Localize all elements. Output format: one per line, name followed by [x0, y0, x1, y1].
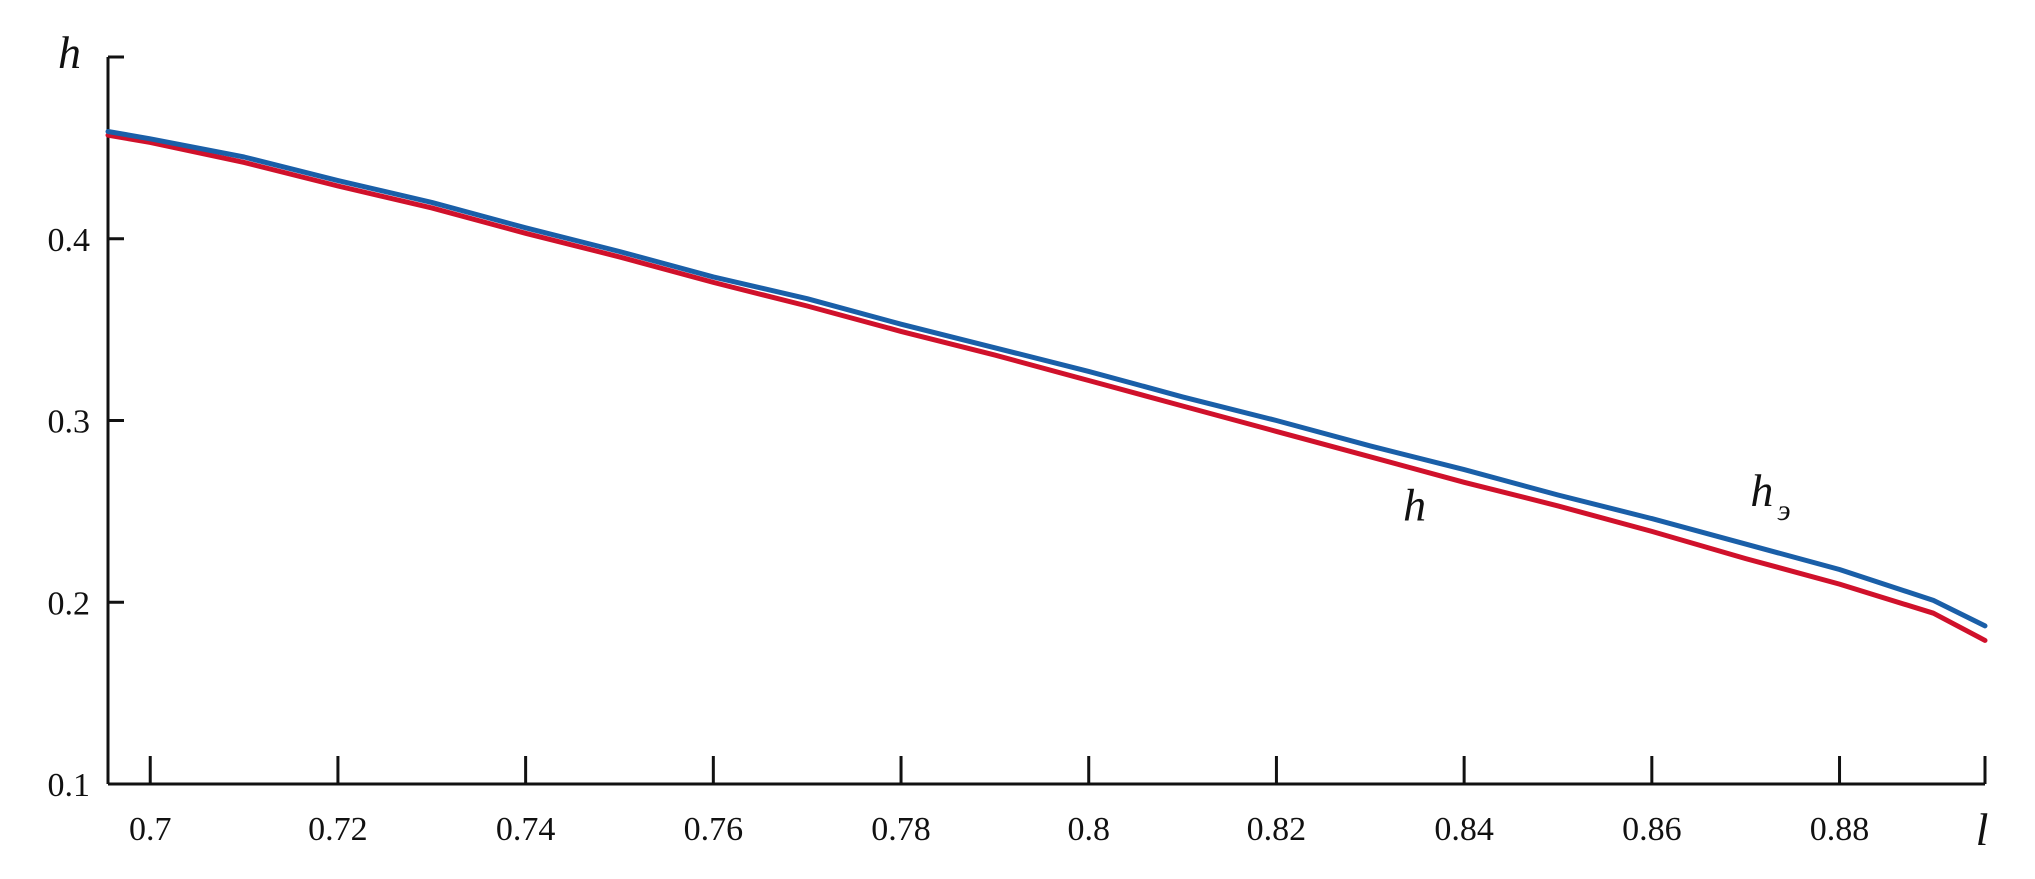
x-tick-label: 0.7 [129, 811, 172, 848]
y-ticks: 0.1 0.2 0.3 0.4 [48, 222, 124, 804]
x-tick-label: 0.8 [1067, 811, 1110, 848]
x-tick-label: 0.86 [1622, 811, 1682, 848]
series-label-h: h [1403, 479, 1426, 530]
series-line-h-e [105, 129, 1988, 629]
y-tick-label: 0.4 [48, 222, 91, 259]
x-tick-label: 0.74 [496, 811, 556, 848]
series-label-subscript: э [1777, 494, 1790, 527]
y-tick-label: 0.1 [48, 767, 91, 804]
x-ticks: 0.7 0.72 0.74 0.76 0.78 0.8 0.82 0.84 0.86 0.88 [129, 756, 1869, 848]
axes [106, 55, 1987, 786]
x-tick-label: 0.72 [308, 811, 368, 848]
x-tick-label: 0.88 [1810, 811, 1870, 848]
series-line-h [105, 132, 1988, 643]
series [105, 129, 1988, 643]
y-axis-title: h [58, 27, 81, 78]
x-axis-title: l [1976, 804, 1989, 855]
series-label-h-e: h [1750, 465, 1773, 516]
x-tick-label: 0.76 [684, 811, 744, 848]
y-tick-label: 0.2 [48, 585, 91, 622]
y-tick-label: 0.3 [48, 404, 91, 441]
x-tick-label: 0.78 [871, 811, 931, 848]
x-tick-label: 0.82 [1247, 811, 1307, 848]
x-tick-label: 0.84 [1434, 811, 1494, 848]
